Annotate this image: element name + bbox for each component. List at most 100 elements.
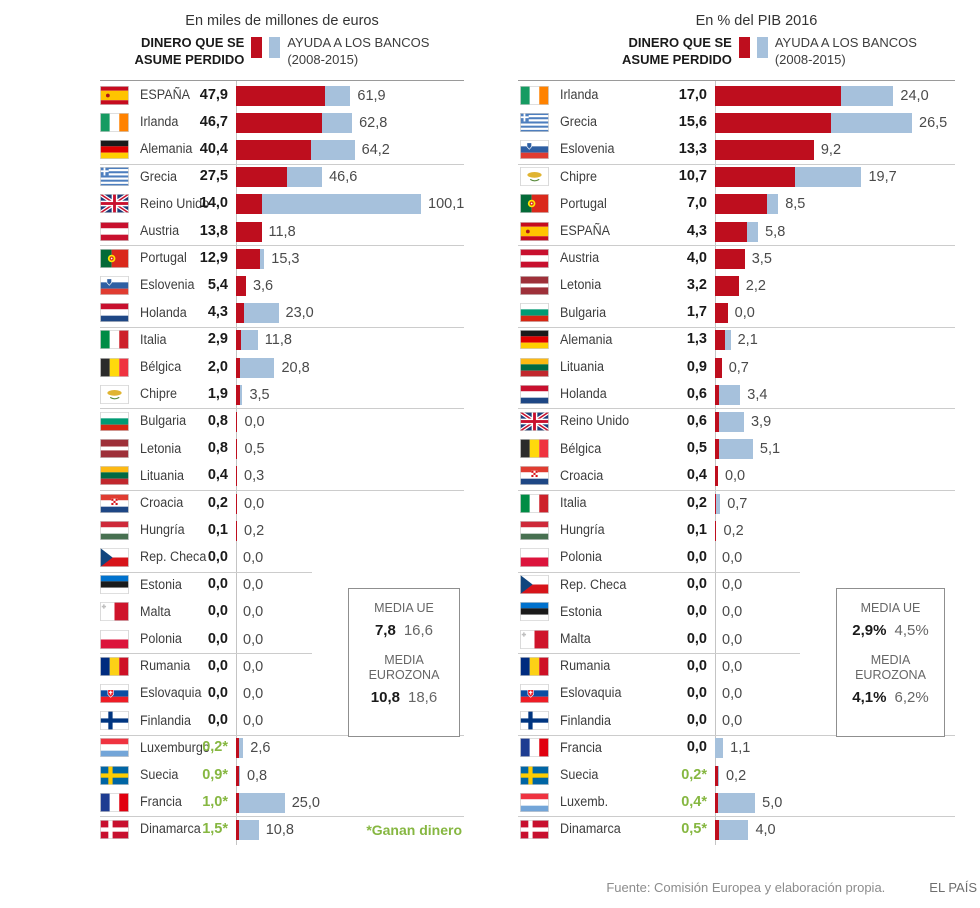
country-row: Polonia 0,0 0,0 bbox=[100, 626, 464, 653]
row-separator bbox=[100, 163, 464, 165]
lost-value: 0,1 bbox=[207, 521, 228, 538]
flag-gb-icon bbox=[520, 411, 549, 431]
aid-value-label: 8,5 bbox=[785, 196, 806, 213]
country-label: Estonia bbox=[140, 576, 182, 592]
row-separator bbox=[518, 163, 955, 165]
aid-value-label: 0,0 bbox=[243, 577, 264, 594]
lost-bar bbox=[236, 493, 237, 514]
aid-value-label: 0,2 bbox=[725, 767, 747, 784]
lost-bar bbox=[236, 738, 239, 759]
lost-bar bbox=[715, 221, 747, 242]
country-label: Malta bbox=[560, 631, 591, 646]
lost-value: 0,8 bbox=[207, 412, 228, 429]
flag-ee-icon bbox=[100, 575, 129, 595]
country-label: Estonia bbox=[560, 603, 602, 619]
country-label: Rep. Checa bbox=[140, 549, 207, 565]
country-row: Lituania 0,9 0,7 bbox=[518, 354, 955, 381]
flag-fr-icon bbox=[100, 792, 129, 812]
country-label: Chipre bbox=[560, 168, 597, 184]
aid-value-label: 0,2 bbox=[723, 522, 744, 539]
flag-pl-icon bbox=[520, 547, 549, 567]
aid-value-label: 11,8 bbox=[264, 332, 292, 349]
flag-at-icon bbox=[100, 221, 129, 241]
lost-bar bbox=[236, 384, 240, 405]
summary-eurozona-values: 10,8 18,6 bbox=[370, 688, 438, 706]
lost-bar bbox=[236, 765, 239, 786]
flag-bg-icon bbox=[520, 303, 549, 323]
bar-area: 8,5 bbox=[715, 194, 955, 215]
lost-value: 0,6 bbox=[686, 385, 707, 402]
aid-bar bbox=[238, 792, 285, 813]
aid-value-label: 0,0 bbox=[722, 685, 743, 702]
country-row: Portugal 7,0 8,5 bbox=[518, 191, 955, 218]
bar-area: 0,5 bbox=[236, 439, 464, 460]
lost-value: 0,2* bbox=[202, 739, 228, 756]
flag-nl-icon bbox=[520, 384, 549, 404]
lost-bar bbox=[236, 357, 240, 378]
country-label: Bulgaria bbox=[140, 413, 187, 429]
lost-value: 7,0 bbox=[686, 195, 707, 212]
row-separator bbox=[518, 571, 800, 573]
aid-bar bbox=[717, 765, 719, 786]
legend-lost-swatch-icon bbox=[251, 37, 263, 58]
bar-area: 0,0 bbox=[236, 657, 464, 677]
country-label: Suecia bbox=[140, 767, 179, 782]
row-separator bbox=[100, 816, 464, 818]
lost-value: 0,0 bbox=[207, 576, 228, 593]
lost-value: 2,0 bbox=[207, 358, 228, 375]
lost-value: 3,2 bbox=[686, 276, 707, 293]
country-row: Bélgica 2,0 20,8 bbox=[100, 354, 464, 381]
bar-area: 3,6 bbox=[236, 275, 464, 296]
lost-value: 4,3 bbox=[686, 222, 707, 239]
country-label: Reino Unido bbox=[140, 195, 210, 211]
country-row: Polonia 0,0 0,0 bbox=[518, 544, 955, 571]
row-separator bbox=[100, 571, 312, 573]
lost-bar bbox=[236, 792, 239, 813]
aid-value-label: 3,5 bbox=[751, 250, 772, 267]
country-row: Malta 0,0 0,0 bbox=[518, 626, 955, 653]
row-separator bbox=[100, 245, 464, 247]
aid-value-label: 0,2 bbox=[244, 522, 265, 539]
aid-bar bbox=[715, 411, 744, 432]
country-row: Alemania 1,3 2,1 bbox=[518, 327, 955, 354]
lost-bar bbox=[715, 819, 719, 840]
flag-at-icon bbox=[520, 248, 549, 268]
country-row: Eslovaquia 0,0 0,0 bbox=[518, 680, 955, 707]
summary-eurozona-label: MEDIA EUROZONA bbox=[368, 652, 440, 683]
chart-title: En % del PIB 2016 bbox=[695, 13, 818, 29]
lost-bar bbox=[715, 167, 795, 188]
aid-bar bbox=[236, 303, 279, 324]
country-label: Reino Unido bbox=[560, 413, 630, 429]
flag-pt-icon bbox=[520, 194, 549, 214]
country-row: Chipre 1,9 3,5 bbox=[100, 381, 464, 408]
bar-area: 9,2 bbox=[715, 139, 955, 160]
lost-value: 1,3 bbox=[686, 331, 707, 348]
bar-area: 0,0 bbox=[236, 711, 464, 731]
country-label: Polonia bbox=[560, 549, 602, 565]
lost-bar bbox=[715, 466, 718, 487]
country-row: Rumania 0,0 0,0 bbox=[100, 653, 464, 680]
lost-value: 14,0 bbox=[199, 195, 228, 212]
country-row: Estonia 0,0 0,0 bbox=[100, 572, 464, 599]
lost-bar bbox=[715, 520, 716, 541]
bar-area: 5,1 bbox=[715, 439, 955, 460]
country-label: Finlandia bbox=[140, 712, 191, 728]
country-label: Eslovaquia bbox=[140, 685, 202, 701]
aid-bar bbox=[715, 738, 724, 759]
lost-bar bbox=[715, 303, 728, 324]
lost-bar bbox=[236, 303, 244, 324]
lost-value: 0,8 bbox=[207, 440, 228, 457]
country-label: Suecia bbox=[560, 767, 599, 782]
country-row: Grecia 27,5 46,6 bbox=[100, 164, 464, 191]
bar-area: 0,2 bbox=[236, 520, 464, 541]
flag-lu-icon bbox=[100, 738, 129, 758]
legend-aid-label: AYUDA A LOS BANCOS (2008-2015) bbox=[287, 35, 430, 67]
country-row: Letonia 0,8 0,5 bbox=[100, 436, 464, 463]
aid-value-label: 0,0 bbox=[734, 305, 755, 322]
lost-value: 4,3 bbox=[207, 304, 228, 321]
zero-axis-line bbox=[715, 81, 716, 845]
flag-cz-icon bbox=[100, 547, 129, 567]
bar-area: 0,0 bbox=[236, 493, 464, 514]
lost-value: 0,4* bbox=[681, 793, 707, 810]
lost-value: 46,7 bbox=[199, 113, 228, 130]
